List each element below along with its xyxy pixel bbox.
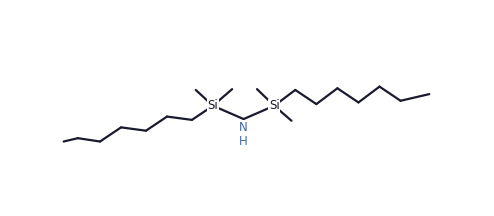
Text: H: H bbox=[239, 135, 248, 148]
Text: Si: Si bbox=[207, 99, 218, 112]
Text: N: N bbox=[239, 121, 248, 134]
Text: Si: Si bbox=[269, 99, 280, 112]
